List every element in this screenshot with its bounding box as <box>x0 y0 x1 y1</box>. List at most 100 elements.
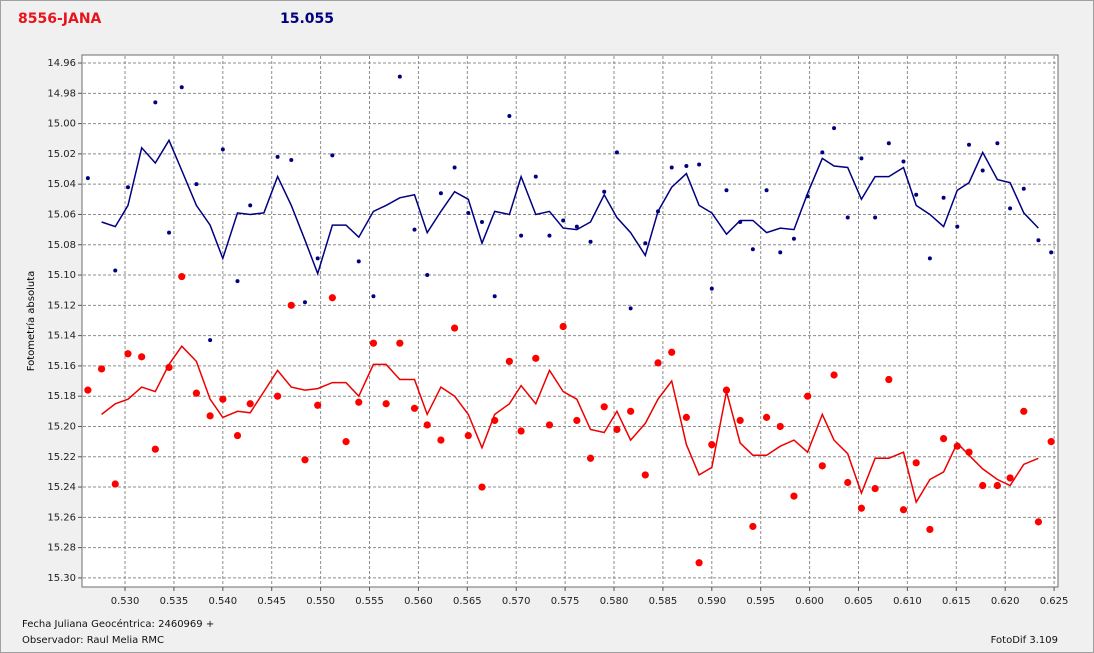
data-point <box>125 185 130 190</box>
data-point <box>979 481 987 490</box>
y-tick-label: 15.06 <box>47 209 76 220</box>
data-point <box>1020 407 1028 415</box>
data-point <box>355 398 363 406</box>
data-point <box>478 483 486 491</box>
y-tick-label: 15.24 <box>47 482 76 493</box>
chart-subtitle: 15.055 <box>280 11 334 27</box>
data-point <box>192 389 201 397</box>
y-tick-label: 15.10 <box>47 270 76 281</box>
data-point <box>532 354 540 362</box>
data-point <box>233 431 242 440</box>
data-point <box>111 480 119 488</box>
y-tick-label: 15.08 <box>47 240 76 251</box>
data-point <box>425 273 430 278</box>
y-tick-label: 15.04 <box>47 179 76 190</box>
data-point <box>138 353 146 361</box>
data-point <box>85 176 90 181</box>
footer-date: Fecha Juliana Geocéntrica: 2460969 + <box>22 618 214 630</box>
data-point <box>97 365 106 373</box>
x-tick-label: 0.550 <box>306 596 335 607</box>
data-point <box>208 338 213 343</box>
data-point <box>684 164 689 169</box>
data-point <box>1021 186 1026 191</box>
data-point <box>602 189 607 194</box>
data-point <box>314 401 322 409</box>
data-point <box>574 224 579 229</box>
y-tick-label: 15.28 <box>47 543 76 554</box>
data-point <box>871 484 879 493</box>
data-point <box>885 375 893 384</box>
data-point <box>967 142 972 147</box>
data-point <box>396 339 404 347</box>
x-tick-label: 0.575 <box>551 596 580 607</box>
data-point <box>573 416 581 425</box>
data-point <box>654 359 662 367</box>
data-point <box>600 403 608 411</box>
data-point <box>507 114 512 119</box>
data-point <box>371 294 376 299</box>
data-point <box>451 324 459 332</box>
y-tick-label: 15.12 <box>47 300 76 311</box>
data-point <box>722 386 731 394</box>
data-point <box>412 227 417 232</box>
data-point <box>356 259 361 264</box>
data-point <box>668 348 676 356</box>
data-point <box>153 100 158 105</box>
data-point <box>248 203 253 208</box>
data-point <box>273 392 282 400</box>
x-tick-label: 0.590 <box>697 596 726 607</box>
y-tick-label: 14.96 <box>47 58 76 69</box>
data-point <box>438 191 443 196</box>
data-point <box>179 85 184 90</box>
data-point <box>545 421 554 429</box>
data-point <box>724 188 729 193</box>
data-point <box>873 215 878 220</box>
y-tick-label: 15.00 <box>47 119 76 130</box>
data-point <box>941 195 946 200</box>
data-point <box>410 404 419 412</box>
data-point <box>559 322 567 331</box>
data-point <box>627 407 635 415</box>
data-point <box>709 286 714 291</box>
data-point <box>315 256 320 261</box>
data-point <box>464 431 472 440</box>
data-point <box>167 230 172 235</box>
y-tick-label: 15.14 <box>47 331 76 342</box>
data-point <box>641 471 649 479</box>
data-point <box>1047 438 1055 446</box>
data-point <box>695 559 703 567</box>
data-point <box>832 126 837 131</box>
data-point <box>859 156 864 161</box>
data-point <box>830 371 838 379</box>
data-point <box>586 454 595 462</box>
y-tick-label: 15.22 <box>47 452 76 463</box>
y-tick-label: 15.20 <box>47 421 76 432</box>
data-point <box>423 421 431 429</box>
series-line <box>101 345 1039 505</box>
data-point <box>275 154 280 159</box>
data-point <box>547 233 552 238</box>
data-point <box>479 220 484 225</box>
data-point <box>302 300 307 305</box>
data-point <box>382 400 390 408</box>
data-point <box>235 279 240 284</box>
footer-observer: Observador: Raul Melia RMC <box>22 635 164 646</box>
software-label: FotoDif 3.109 <box>991 635 1058 646</box>
data-point <box>762 413 771 421</box>
data-point <box>955 224 960 229</box>
x-tick-label: 0.535 <box>160 596 189 607</box>
data-point <box>84 386 92 394</box>
data-point <box>492 294 497 299</box>
data-point <box>588 239 593 244</box>
data-point <box>613 425 621 434</box>
data-point <box>750 247 755 252</box>
data-point <box>643 241 648 246</box>
data-point <box>246 400 254 408</box>
data-point <box>533 174 538 179</box>
data-point <box>505 357 513 365</box>
data-point <box>289 157 294 162</box>
data-point <box>517 427 525 435</box>
data-point <box>124 350 132 358</box>
data-point <box>708 441 716 449</box>
